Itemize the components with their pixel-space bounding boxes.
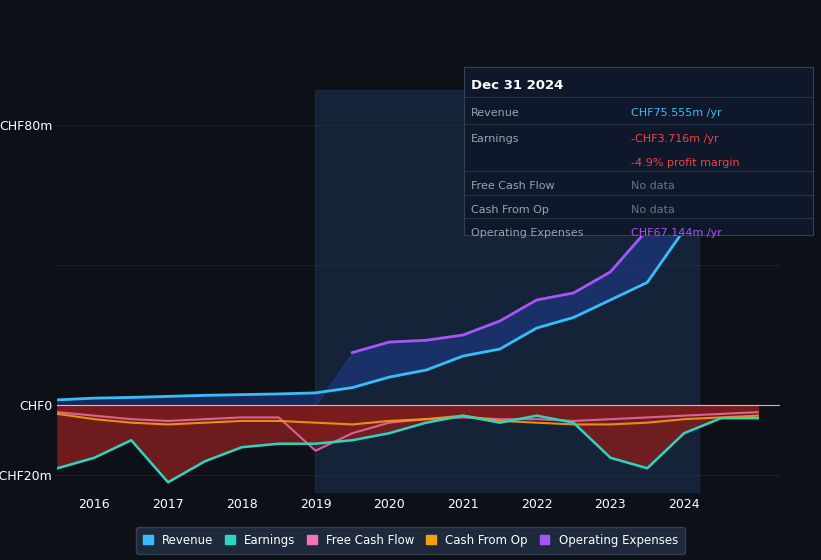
Text: Earnings: Earnings — [471, 134, 520, 144]
Text: Free Cash Flow: Free Cash Flow — [471, 181, 554, 192]
Text: CHF75.555m /yr: CHF75.555m /yr — [631, 108, 722, 118]
Text: No data: No data — [631, 205, 675, 215]
Text: Cash From Op: Cash From Op — [471, 205, 548, 215]
Text: Revenue: Revenue — [471, 108, 520, 118]
Text: -CHF3.716m /yr: -CHF3.716m /yr — [631, 134, 719, 144]
Legend: Revenue, Earnings, Free Cash Flow, Cash From Op, Operating Expenses: Revenue, Earnings, Free Cash Flow, Cash … — [136, 527, 685, 554]
Text: CHF67.144m /yr: CHF67.144m /yr — [631, 228, 722, 239]
Bar — [315, 90, 699, 493]
Text: No data: No data — [631, 181, 675, 192]
Text: -4.9% profit margin: -4.9% profit margin — [631, 158, 740, 168]
Text: Operating Expenses: Operating Expenses — [471, 228, 583, 239]
Text: Dec 31 2024: Dec 31 2024 — [471, 79, 563, 92]
